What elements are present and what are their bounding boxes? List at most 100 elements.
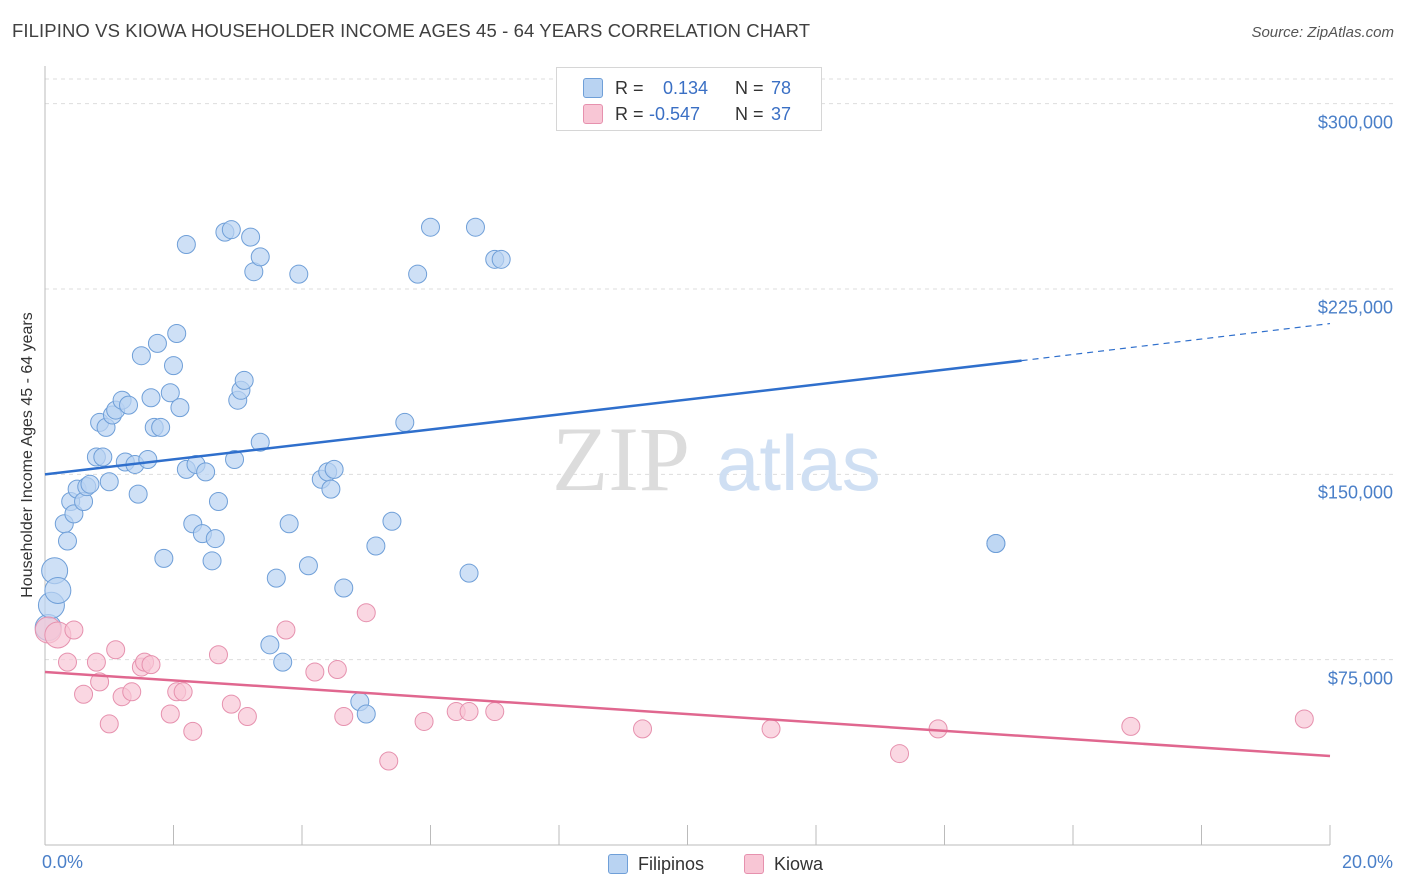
filipinos-point: [279, 514, 299, 534]
y-tick-label: $300,000: [1317, 112, 1393, 133]
filipinos-point: [99, 472, 119, 492]
filipinos-point: [160, 383, 180, 403]
kiowa-point: [208, 645, 228, 665]
watermark-zip: ZIP: [552, 408, 690, 510]
legend-swatch-filipinos: [608, 854, 628, 874]
filipinos-point: [289, 264, 309, 284]
filipinos-trend-extension: [1021, 322, 1331, 362]
filipinos-point: [465, 217, 485, 237]
kiowa-point: [64, 620, 84, 640]
kiowa-point: [633, 719, 653, 739]
kiowa-point: [305, 662, 325, 682]
filipinos-point: [273, 652, 293, 672]
stats-n-label: N =: [735, 77, 764, 98]
kiowa-point: [485, 702, 505, 722]
filipinos-point: [128, 484, 148, 504]
filipinos-point: [154, 548, 174, 568]
filipinos-point: [138, 450, 158, 469]
legend-item-kiowa[interactable]: Kiowa: [744, 852, 823, 876]
filipinos-point: [225, 450, 245, 469]
watermark: ZIP atlas: [552, 408, 881, 510]
filipinos-point: [250, 247, 270, 267]
kiowa-point: [221, 694, 241, 714]
kiowa-point: [276, 620, 296, 640]
filipinos-point: [202, 551, 222, 571]
legend-label-filipinos: Filipinos: [638, 853, 705, 874]
filipinos-point: [298, 556, 318, 576]
filipinos-point: [408, 264, 428, 284]
filipinos-point: [57, 531, 77, 551]
legend-swatch-kiowa: [744, 854, 764, 874]
filipinos-point: [93, 447, 113, 467]
filipinos-point: [356, 704, 376, 724]
chart-title: FILIPINO VS KIOWA HOUSEHOLDER INCOME AGE…: [12, 20, 811, 41]
kiowa-point: [86, 652, 106, 672]
kiowa-point: [327, 660, 347, 680]
filipinos-point: [366, 536, 386, 556]
kiowa-point: [1294, 709, 1314, 729]
stats-n-value: 78: [771, 77, 792, 98]
kiowa-point: [356, 603, 376, 623]
filipinos-point: [324, 459, 344, 479]
kiowa-point: [183, 721, 203, 741]
stats-box: R = 0.134 N = 78 R = -0.547 N = 37: [556, 67, 822, 131]
legend-label-kiowa: Kiowa: [774, 853, 824, 874]
filipinos-point: [986, 534, 1006, 554]
x-tick-label-max: 20.0%: [1341, 852, 1393, 872]
kiowa-point: [237, 707, 257, 726]
kiowa-point: [141, 655, 161, 675]
filipinos-point: [234, 370, 254, 390]
stats-swatch-kiowa: [583, 104, 603, 124]
kiowa-point: [890, 744, 910, 764]
filipinos-point: [221, 220, 241, 240]
filipinos-point: [167, 323, 187, 343]
watermark-atlas: atlas: [716, 419, 881, 507]
kiowa-point: [122, 682, 142, 702]
stats-r-label: R =: [615, 77, 644, 98]
kiowa-point: [106, 640, 126, 660]
points: [34, 217, 1314, 771]
filipinos-point: [205, 529, 225, 549]
filipinos-point: [459, 563, 479, 583]
gridlines: [45, 78, 1395, 661]
filipinos-point: [170, 398, 190, 418]
kiowa-trend-line: [44, 670, 1331, 758]
kiowa-point: [173, 682, 193, 702]
filipinos-point: [176, 235, 196, 255]
filipinos-point: [491, 249, 511, 269]
filipinos-point: [382, 511, 402, 531]
filipinos-point: [321, 479, 341, 499]
filipinos-point: [421, 217, 440, 237]
kiowa-point: [414, 711, 434, 731]
kiowa-point: [99, 714, 119, 734]
filipinos-point: [151, 417, 171, 437]
stats-swatch-filipinos: [583, 78, 603, 98]
legend-item-filipinos[interactable]: Filipinos: [608, 852, 704, 876]
filipinos-point: [266, 568, 286, 588]
filipinos-point: [395, 412, 415, 432]
filipinos-point: [208, 492, 228, 512]
filipinos-point: [250, 432, 270, 452]
stats-r-label: R =: [615, 103, 644, 124]
kiowa-point: [379, 751, 399, 771]
kiowa-point: [57, 652, 77, 672]
y-tick-label: $75,000: [1327, 668, 1393, 689]
stats-n-value: 37: [771, 103, 792, 124]
x-tick-label-min: 0.0%: [42, 852, 84, 872]
filipinos-trend-line: [44, 359, 1022, 476]
source-label: Source: ZipAtlas.com: [1251, 24, 1394, 41]
filipinos-point: [196, 462, 216, 482]
axes: [44, 66, 1331, 846]
filipinos-point: [241, 227, 261, 247]
filipinos-point: [131, 346, 151, 366]
stats-r-value: -0.547: [649, 103, 701, 124]
kiowa-point: [1121, 716, 1141, 736]
kiowa-point: [90, 672, 110, 692]
stats-r-value: 0.134: [663, 77, 709, 98]
legend: Filipinos Kiowa: [0, 852, 1406, 876]
stats-row-filipinos: R = 0.134 N = 78: [557, 75, 821, 101]
kiowa-point: [459, 702, 479, 722]
filipinos-point: [147, 333, 167, 353]
kiowa-point: [160, 704, 180, 724]
